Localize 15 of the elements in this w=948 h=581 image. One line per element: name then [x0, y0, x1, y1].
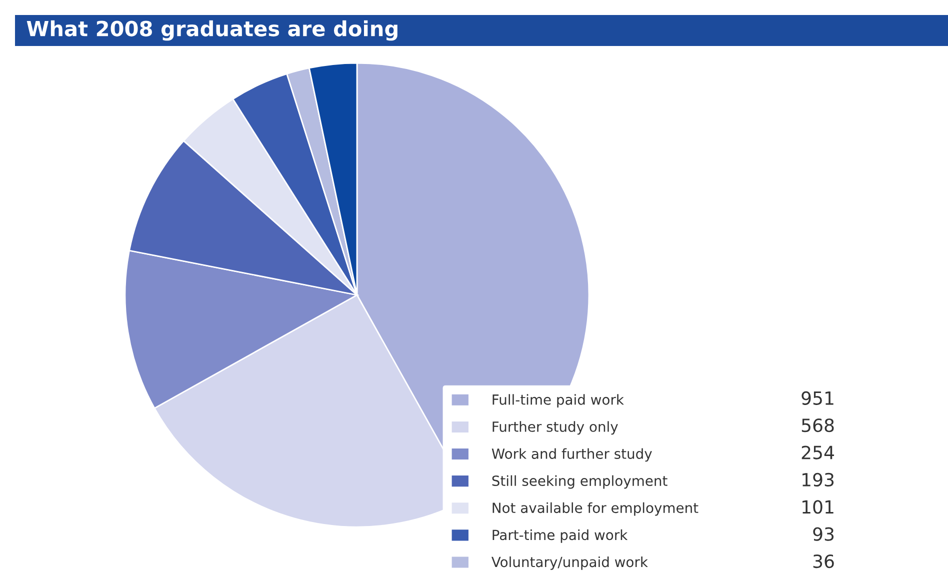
legend-label: Full-time paid work — [492, 394, 624, 408]
legend-label: Not available for employment — [492, 502, 698, 516]
data-label: 254 — [802, 446, 834, 460]
data-label: 101 — [802, 500, 834, 514]
data-label: 951 — [802, 391, 834, 405]
legend-label: Part-time paid work — [492, 529, 628, 543]
legend-label: Work and further study — [492, 448, 652, 462]
data-label: 568 — [802, 418, 834, 432]
legend-label: Still seeking employment — [492, 475, 668, 489]
data-label: 93 — [813, 527, 834, 541]
data-label: 36 — [813, 554, 834, 568]
data-label: 193 — [802, 472, 834, 487]
legend-label: Further study only — [492, 421, 618, 435]
legend-label: Voluntary/unpaid work — [491, 556, 648, 570]
chart-title: What 2008 graduates are doing — [26, 20, 398, 41]
